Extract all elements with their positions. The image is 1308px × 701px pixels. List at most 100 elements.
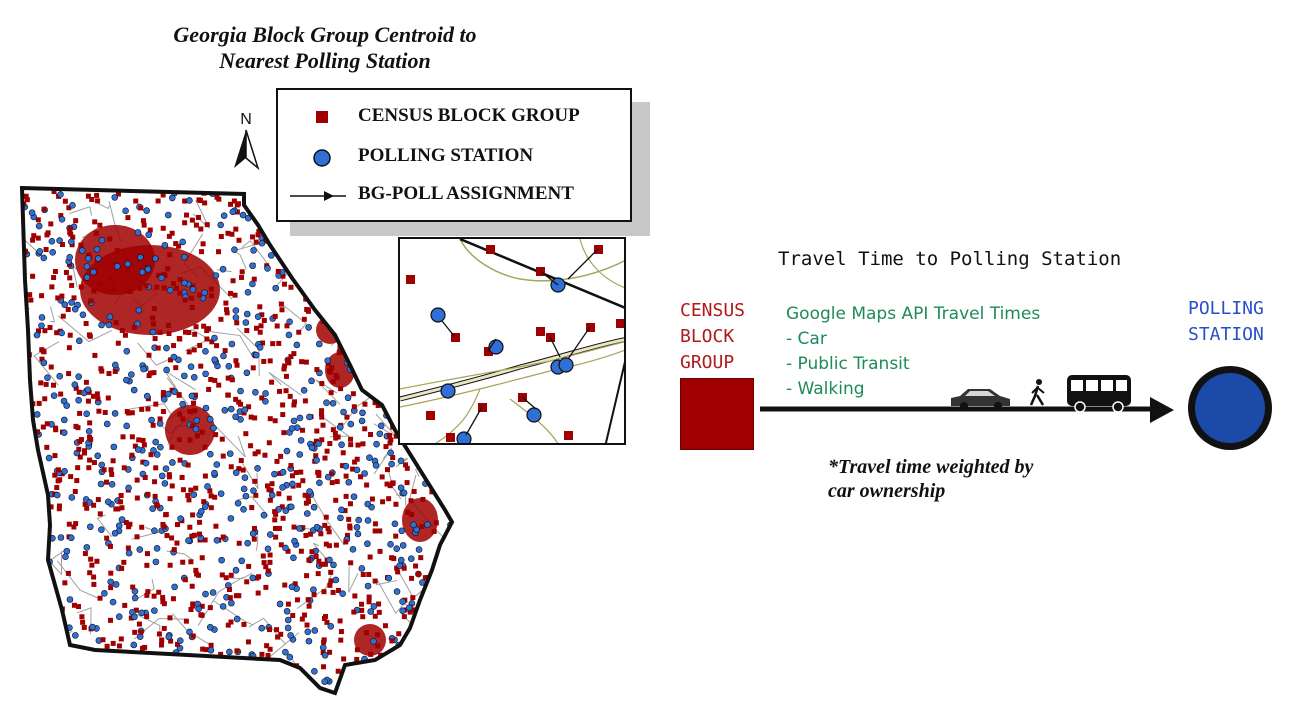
- block-group-marker: [77, 454, 83, 460]
- block-group-marker: [301, 316, 307, 322]
- block-group-marker: [228, 619, 234, 625]
- block-group-marker: [330, 427, 336, 433]
- block-group-marker: [129, 434, 135, 440]
- polling-station-marker: [330, 561, 337, 569]
- block-group-marker: [140, 218, 146, 224]
- block-group-marker: [322, 522, 328, 528]
- block-group-marker: [272, 418, 278, 424]
- block-group-marker: [198, 226, 204, 232]
- block-group-marker: [36, 328, 42, 334]
- travel-time-note: *Travel time weighted by car ownership: [828, 455, 1033, 503]
- block-group-marker: [209, 339, 215, 345]
- polling-station-marker: [202, 503, 209, 510]
- block-group-marker: [163, 512, 169, 518]
- polling-station-marker: [252, 351, 260, 359]
- block-group-marker: [327, 649, 333, 655]
- polling-station-marker: [367, 608, 375, 615]
- block-group-marker: [294, 597, 300, 603]
- block-group-marker: [87, 420, 93, 426]
- block-group-marker: [267, 416, 273, 422]
- block-group-marker: [384, 481, 390, 487]
- block-group-marker: [27, 292, 33, 298]
- block-group-marker: [274, 323, 280, 329]
- block-group-marker: [132, 443, 138, 449]
- state-outline: [19, 185, 455, 696]
- polling-station-marker: [211, 469, 218, 477]
- polling-station-marker: [229, 208, 237, 216]
- block-group-marker: [276, 491, 282, 497]
- block-group-marker: [273, 534, 279, 540]
- block-group-marker: [359, 601, 365, 607]
- block-group-marker: [282, 582, 288, 588]
- block-group-marker: [276, 525, 282, 531]
- block-group-marker: [272, 313, 278, 319]
- block-group-marker: [300, 478, 306, 484]
- block-group-marker: [44, 444, 50, 450]
- polling-station-marker: [217, 221, 224, 229]
- block-group-marker: [87, 457, 93, 463]
- block-group-marker: [283, 373, 289, 379]
- county-boundary: [307, 263, 335, 296]
- polling-station-marker: [321, 651, 329, 659]
- polling-station-marker: [161, 241, 169, 249]
- polling-station-marker: [342, 462, 350, 470]
- inset-block-group-marker: [426, 411, 435, 420]
- polling-station-marker: [243, 310, 251, 318]
- block-group-marker: [243, 431, 249, 437]
- polling-station-marker: [364, 540, 371, 548]
- polling-station-marker: [347, 420, 355, 428]
- block-group-marker: [329, 365, 335, 371]
- block-group-marker: [157, 416, 163, 422]
- block-group-marker: [65, 570, 71, 576]
- polling-station-marker: [326, 556, 333, 564]
- block-group-marker: [43, 381, 49, 387]
- polling-station-marker: [202, 404, 210, 412]
- polling-station-marker: [327, 623, 335, 630]
- polling-station-marker: [151, 607, 158, 614]
- block-group-marker: [236, 540, 242, 546]
- north-arrow-icon: [234, 129, 260, 171]
- block-group-marker: [191, 532, 197, 538]
- county-boundary: [268, 371, 302, 396]
- polling-station-marker: [313, 523, 321, 531]
- block-group-marker: [193, 567, 199, 573]
- block-group-marker: [405, 509, 411, 515]
- block-group-marker: [67, 226, 73, 232]
- polling-station-marker: [75, 373, 82, 380]
- block-group-marker: [51, 275, 57, 281]
- block-group-marker: [319, 408, 325, 414]
- block-group-marker: [66, 345, 72, 351]
- polling-station-marker: [338, 506, 345, 514]
- block-group-marker: [169, 483, 175, 489]
- block-group-marker: [347, 525, 353, 531]
- block-group-marker: [409, 575, 415, 581]
- block-group-marker: [261, 317, 267, 323]
- polling-station-marker: [206, 415, 214, 423]
- block-group-marker: [377, 528, 383, 534]
- block-group-marker: [286, 495, 292, 501]
- block-group-marker: [125, 267, 131, 273]
- block-group-marker: [214, 343, 220, 349]
- block-group-marker: [401, 614, 407, 620]
- block-group-marker: [142, 644, 148, 650]
- block-group-marker: [335, 668, 341, 674]
- polling-station-marker: [321, 678, 328, 685]
- polling-station-marker: [98, 236, 106, 244]
- polling-station-marker: [171, 583, 178, 591]
- polling-station-marker: [28, 209, 36, 217]
- block-group-marker: [236, 466, 242, 472]
- block-group-marker: [249, 505, 255, 511]
- block-group-marker: [107, 543, 113, 549]
- polling-station-marker: [115, 613, 123, 621]
- block-group-marker: [320, 664, 326, 670]
- polling-station-marker: [190, 491, 198, 498]
- block-group-marker: [207, 605, 213, 611]
- block-group-marker: [362, 401, 368, 407]
- county-boundary: [377, 580, 406, 615]
- polling-station-marker: [50, 392, 58, 399]
- block-group-marker: [177, 276, 183, 282]
- polling-station-marker: [308, 444, 316, 451]
- block-group-marker: [240, 467, 246, 473]
- block-group-marker: [226, 587, 232, 593]
- block-group-marker: [282, 363, 288, 369]
